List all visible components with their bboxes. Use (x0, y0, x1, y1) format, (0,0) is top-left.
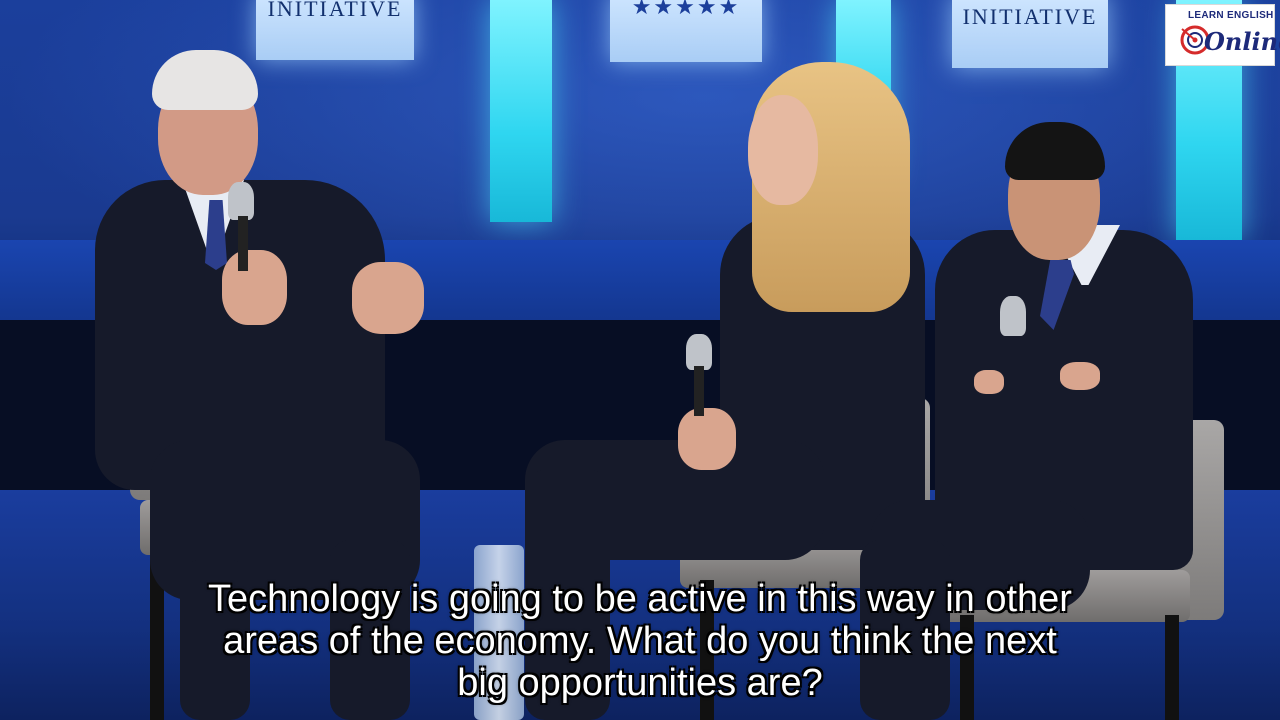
speaker-left-leg-lower (330, 540, 410, 720)
backdrop-sign-center: ★★★★★ (610, 0, 762, 62)
moderator-center-microphone-body (694, 366, 704, 416)
panelist-right-hand (1060, 362, 1100, 390)
speaker-left-hand (222, 250, 287, 325)
backdrop-stars: ★★★★★ (631, 0, 741, 19)
speaker-left-tie (205, 200, 227, 270)
backdrop-sign-right: INITIATIVE (952, 0, 1108, 68)
subtitle-line-2: areas of the economy. What do you think … (223, 620, 1057, 662)
logo-top-text: LEARN ENGLISH (1188, 10, 1274, 21)
water-bottle (474, 545, 524, 720)
panelist-right (0, 0, 1224, 720)
speaker-left (0, 0, 424, 720)
light-panel-1 (490, 0, 552, 222)
logo-main-text: Online (1204, 27, 1280, 56)
panelist-right-hair (1005, 122, 1105, 180)
speaker-left-leg-lower (180, 560, 250, 720)
target-icon (1180, 25, 1210, 55)
chair-right-leg (1165, 615, 1179, 720)
backdrop-sign-right-text: INITIATIVE (962, 4, 1098, 29)
moderator-center-hands (678, 408, 736, 470)
chair-center-leg (700, 580, 714, 720)
moderator-center-leg-lower (525, 470, 610, 720)
subtitle-line-1: Technology is going to be active in this… (208, 578, 1072, 620)
speaker-left-hair (152, 50, 258, 110)
speaker-left-hand (352, 262, 424, 334)
subtitle-block: Technology is going to be active in this… (0, 578, 1280, 704)
chair-right-leg (960, 615, 974, 720)
subtitle-line-3: big opportunities are? (457, 662, 823, 704)
panelist-right-leg-lower (860, 540, 950, 720)
backdrop-sign-left: INITIATIVE (256, 0, 414, 60)
speaker-left-microphone-body (238, 216, 248, 271)
moderator-center-face (748, 95, 818, 205)
chair-left-leg (150, 550, 164, 720)
moderator-center-microphone (686, 334, 712, 370)
speaker-left-microphone (228, 182, 254, 220)
panelist-right-microphone (1000, 296, 1026, 336)
backdrop-sign-left-text: INITIATIVE (267, 0, 403, 21)
panelist-right-hand (974, 370, 1004, 394)
learn-english-online-logo: LEARN ENGLISH Online (1165, 4, 1280, 66)
